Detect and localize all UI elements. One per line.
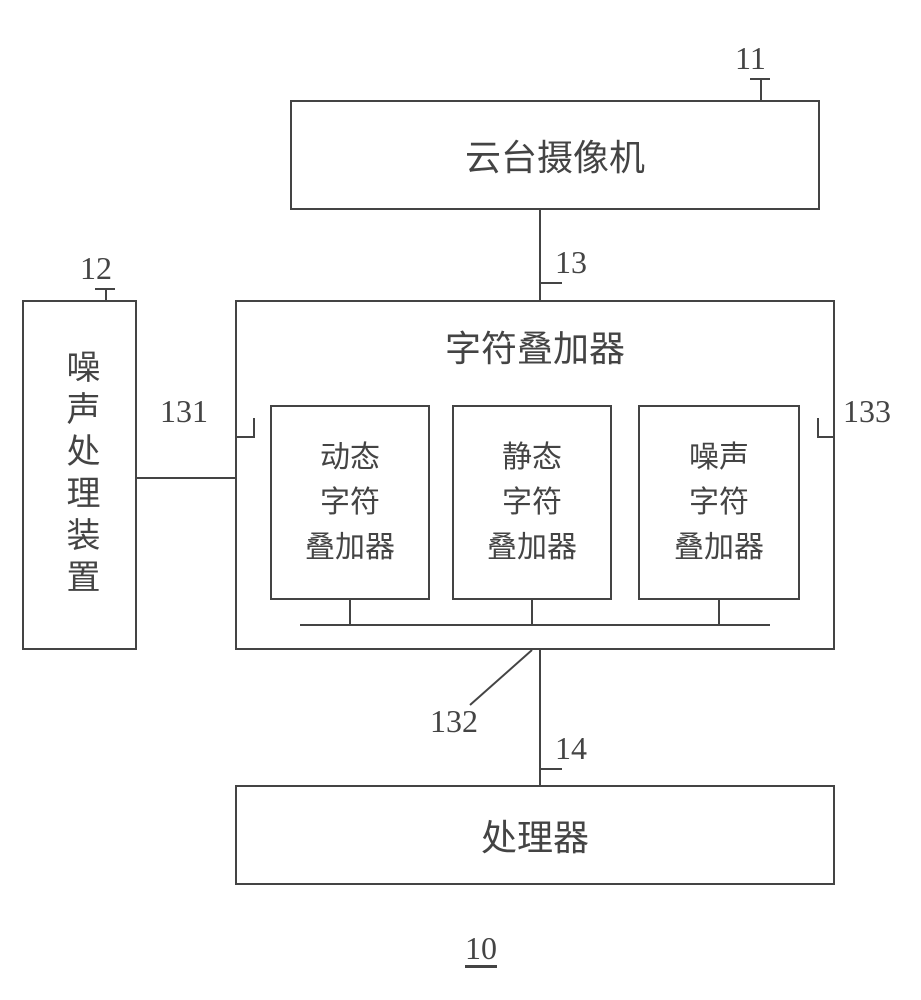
noise-char-label: 噪声字符叠加器 [674, 435, 764, 570]
node-dynamic: 动态字符叠加器 [270, 405, 430, 600]
tick-12h [95, 288, 115, 290]
ref-133: 133 [843, 393, 891, 430]
node-processor: 处理器 [235, 785, 835, 885]
ref-13: 13 [555, 244, 587, 281]
connector-camera-overlay [539, 210, 541, 300]
leader-132 [460, 650, 540, 710]
noise-processor-label: 噪声处理装置 [55, 349, 104, 601]
char-overlay-label: 字符叠加器 [445, 320, 625, 372]
tick-11h [750, 78, 770, 80]
dynamic-label: 动态字符叠加器 [305, 435, 395, 570]
node-camera: 云台摄像机 [290, 100, 820, 210]
bus-line [300, 624, 770, 626]
processor-label: 处理器 [481, 809, 589, 861]
connector-noise-overlay [137, 477, 235, 479]
node-noise-processor: 噪声处理装置 [22, 300, 137, 650]
tick-11 [760, 78, 762, 100]
bus-drop-3 [718, 600, 720, 626]
bus-drop-2 [531, 600, 533, 626]
ref-14: 14 [555, 730, 587, 767]
node-noise-char: 噪声字符叠加器 [638, 405, 800, 600]
bus-drop-1 [349, 600, 351, 626]
node-static: 静态字符叠加器 [452, 405, 612, 600]
ref-131: 131 [160, 393, 208, 430]
ref-10: 10 [465, 930, 497, 967]
tick-133v [817, 418, 819, 438]
ref-11: 11 [735, 40, 766, 77]
tick-131h [235, 436, 255, 438]
tick-131v [253, 418, 255, 438]
tick-14h [540, 768, 562, 770]
tick-133h [817, 436, 835, 438]
tick-13h [540, 282, 562, 284]
ref-12: 12 [80, 250, 112, 287]
camera-label: 云台摄像机 [465, 129, 645, 181]
static-label: 静态字符叠加器 [487, 435, 577, 570]
